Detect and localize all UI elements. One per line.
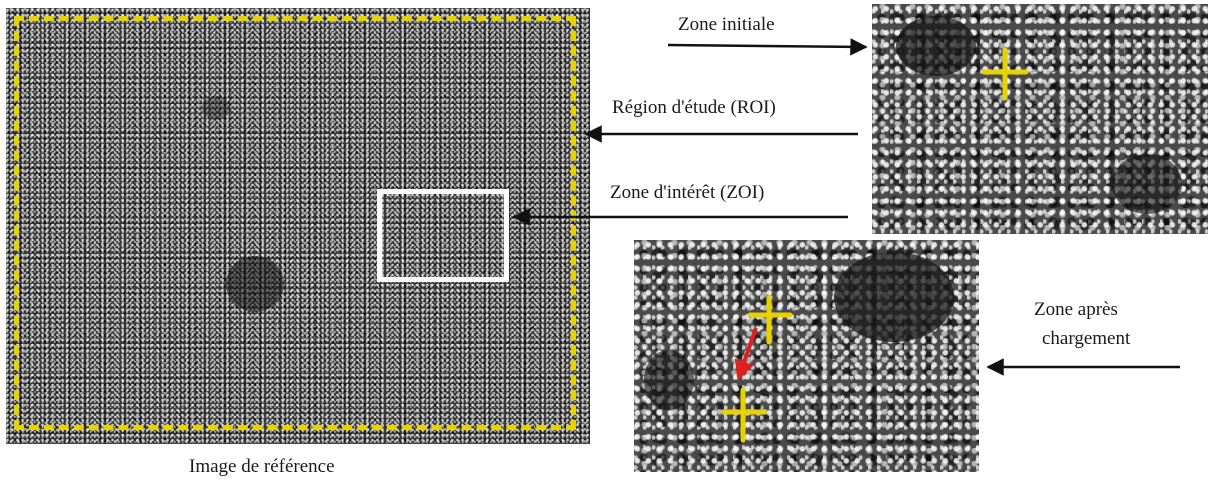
dark-spot [644, 350, 694, 410]
after-loading-label-line2: chargement [1042, 328, 1131, 349]
dark-spot [226, 256, 284, 312]
reference-image [6, 8, 590, 444]
dark-spot [834, 252, 954, 342]
original-marker-cross [747, 295, 793, 345]
initial-zone-arrow [667, 38, 868, 56]
initial-marker-cross [981, 47, 1029, 101]
after-loading-label-line1: Zone après [1034, 299, 1118, 320]
zoi-label: Zone d'intérêt (ZOI) [610, 182, 765, 203]
displacement-arrow [734, 327, 758, 381]
initial-zone-label: Zone initiale [678, 14, 775, 35]
roi-label: Région d'étude (ROI) [612, 97, 776, 118]
dark-spot [896, 16, 976, 76]
displaced-marker-cross [721, 387, 767, 443]
reference-image-caption: Image de référence [189, 456, 335, 477]
initial-zone-image [872, 4, 1208, 234]
after-loading-zone-image [634, 240, 979, 472]
dark-spot [1112, 154, 1182, 214]
dark-spot [202, 96, 230, 120]
zoi-frame [377, 189, 509, 282]
roi-frame [14, 16, 576, 430]
